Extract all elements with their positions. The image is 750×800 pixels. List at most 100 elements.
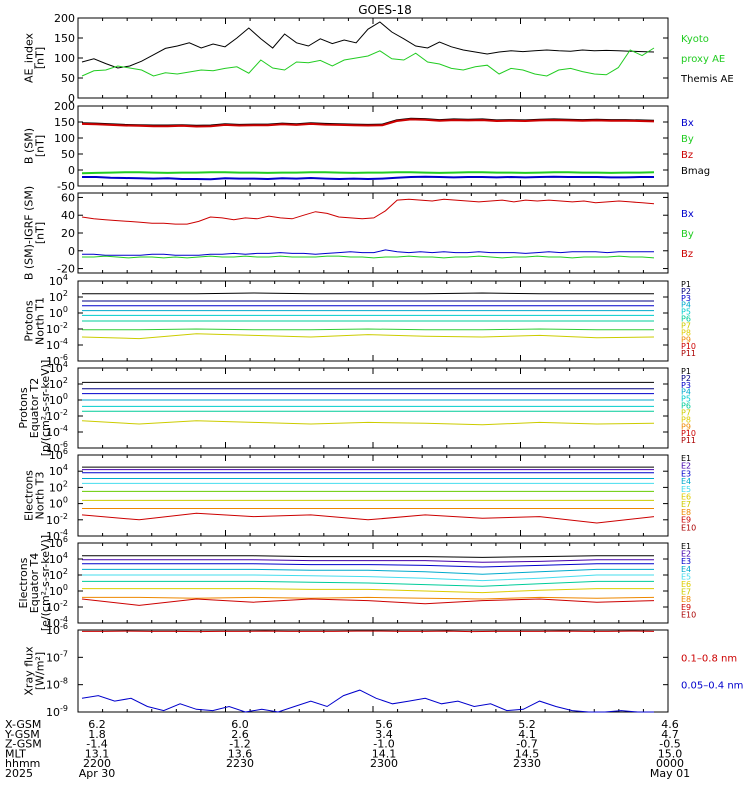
y-axis-label: North T1 <box>34 297 47 345</box>
legend-entry: P9 <box>681 422 691 431</box>
panel-frame <box>77 17 669 99</box>
axis-row-label: hhmm <box>5 757 40 770</box>
y-tick-label: 106 <box>49 447 68 462</box>
legend-entry: P2 <box>681 287 691 296</box>
series-line <box>82 292 654 295</box>
panel-8: 10-9 10-8 10-7 10-6 Xray flux[W/m²] 0.1–0.8 n… <box>23 622 744 719</box>
y-axis-label: [e/(cm²-s-sr-keV)] <box>39 535 52 631</box>
series-line <box>81 171 655 175</box>
legend-entry: E10 <box>681 610 696 619</box>
legend-entry: E7 <box>681 588 691 597</box>
series-line <box>82 249 654 256</box>
y-tick-label: 102 <box>49 479 68 494</box>
series-line <box>82 563 654 568</box>
legend-entry: E6 <box>681 493 691 502</box>
orbit-axis-table: X-GSM 6.2 6.0 5.6 5.2 4.6 Y-GSM 1.8 2.6 3.4 4.1 4.7… <box>4 718 690 780</box>
y-tick-exponent: -7 <box>60 649 68 658</box>
axis-row-value: 5.6 <box>375 718 393 731</box>
y-tick-label: 10-7 <box>46 649 68 664</box>
axis-row-label: X-GSM <box>5 718 41 731</box>
y-tick-label: -50 <box>57 180 75 193</box>
series-line <box>81 198 655 225</box>
y-tick-label: 40 <box>61 209 75 222</box>
axis-row-value: -0.7 <box>516 738 537 751</box>
y-axis-label: Protons <box>17 387 30 428</box>
axis-row-value: -1.2 <box>229 738 250 751</box>
y-tick-label: 10-6 <box>46 622 68 637</box>
axis-row-value: 4.1 <box>518 728 536 741</box>
legend-entry: E3 <box>681 557 691 566</box>
y-tick-exponent: -4 <box>60 424 68 433</box>
axis-row-value: -0.5 <box>659 738 680 751</box>
series-line <box>82 255 655 259</box>
legend-entry: E9 <box>681 516 691 525</box>
axis-row-value: Apr 30 <box>79 767 116 780</box>
y-tick-label: 0 <box>68 164 75 177</box>
legend-entry: P1 <box>681 280 691 289</box>
legend-entry: E7 <box>681 500 691 509</box>
panel-frame <box>77 192 669 274</box>
y-tick-exponent: 0 <box>63 496 68 505</box>
y-axis-label: [p/(cm²-s-sr-keV)] <box>39 360 52 457</box>
legend-entry: P8 <box>681 415 691 424</box>
series-line <box>82 630 655 633</box>
legend-entry: P7 <box>681 321 691 330</box>
series-line <box>82 555 654 558</box>
legend-entry: E3 <box>681 469 691 478</box>
series-line <box>81 333 655 340</box>
axis-row-value: 13.6 <box>228 747 253 760</box>
axis-row-value: 5.2 <box>518 718 536 731</box>
legend-entry: P10 <box>681 342 696 351</box>
y-axis-label: AE_index <box>23 32 36 83</box>
y-tick-label: 10-2 <box>46 512 68 527</box>
legend-entry: E2 <box>681 550 691 559</box>
legend-entry: P6 <box>681 315 691 324</box>
legend-entry: E4 <box>681 565 691 574</box>
y-tick-label: 150 <box>54 32 75 45</box>
y-axis-label: North T3 <box>34 472 47 520</box>
y-tick-label: 50 <box>61 148 75 161</box>
y-tick-exponent: -6 <box>60 622 68 631</box>
legend-entry: P3 <box>681 294 691 303</box>
series-line <box>82 580 654 587</box>
series-line <box>81 689 654 713</box>
y-tick-exponent: -2 <box>60 408 68 417</box>
legend-entry: P8 <box>681 328 691 337</box>
series-line <box>81 47 655 77</box>
axis-row-value: 2.6 <box>231 728 249 741</box>
axis-row-value: 4.6 <box>661 718 679 731</box>
y-tick-exponent: -6 <box>60 353 68 362</box>
panel-frame <box>77 629 669 713</box>
axis-row-value: 3.4 <box>375 728 393 741</box>
y-tick-exponent: 0 <box>63 392 68 401</box>
y-axis-label: B (SM) <box>23 128 36 164</box>
series-line <box>81 21 655 69</box>
y-tick-exponent: 2 <box>63 567 68 576</box>
y-axis-label: Electrons <box>23 470 36 521</box>
legend-entry: P5 <box>681 395 691 404</box>
y-tick-label: 10-9 <box>46 704 68 719</box>
y-tick-label: 200 <box>54 12 75 25</box>
y-tick-label: 102 <box>49 289 68 304</box>
panel-frame <box>77 367 669 449</box>
legend-entry: 0.05–0.4 nm <box>681 681 743 692</box>
series-line <box>81 512 655 524</box>
legend-entry: E10 <box>681 523 696 532</box>
legend-entry: proxy AE <box>681 54 725 65</box>
y-tick-label: 150 <box>54 116 75 129</box>
y-axis-label: [nT] <box>34 222 47 244</box>
axis-row-value: 14.1 <box>372 747 397 760</box>
legend-entry: E4 <box>681 477 691 486</box>
axis-row-value: 14.5 <box>515 747 540 760</box>
axis-row-value: 2230 <box>226 757 254 770</box>
y-tick-exponent: 4 <box>63 273 68 282</box>
y-axis-label: Equator T4 <box>28 553 41 613</box>
legend-entry: By <box>681 134 694 145</box>
series-line <box>81 118 655 128</box>
legend-entry: Bx <box>681 118 694 129</box>
y-tick-label: -20 <box>57 263 75 276</box>
